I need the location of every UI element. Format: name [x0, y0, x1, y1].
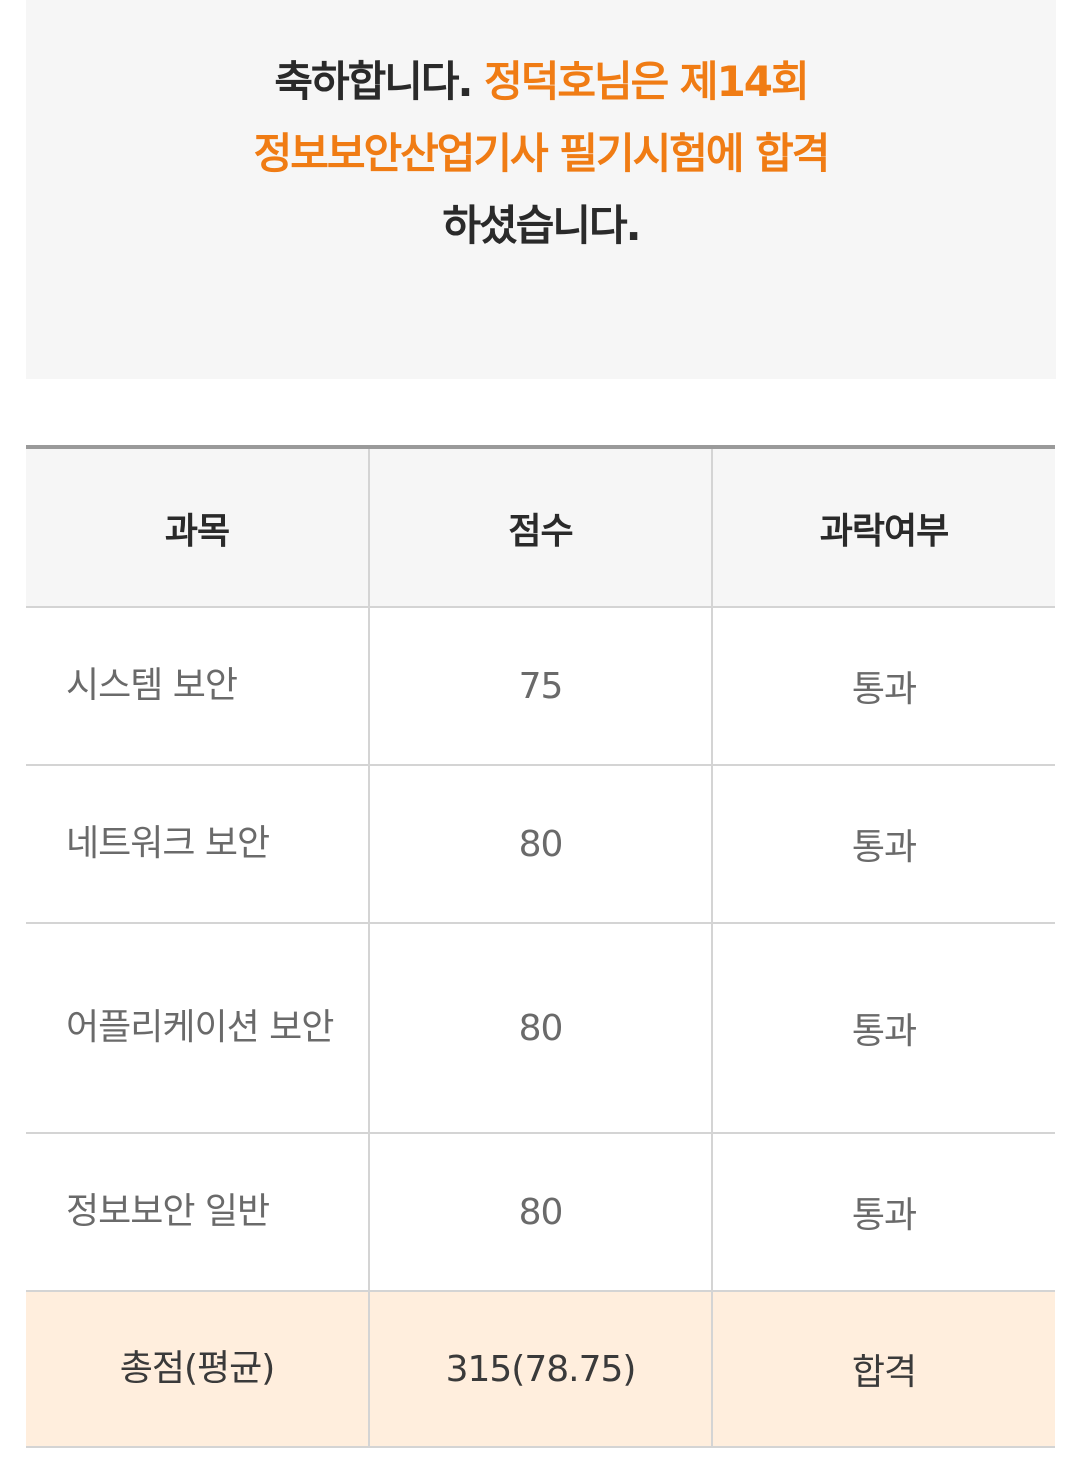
status-cell: 통과 [711, 1132, 1055, 1292]
status-cell: 통과 [711, 922, 1055, 1134]
congratulations-banner: 축하합니다. 정덕호님은 제14회 정보보안산업기사 필기시험에 합격 하셨습니… [26, 0, 1056, 379]
subject-cell: 시스템 보안 [26, 606, 370, 766]
subject-cell: 네트워크 보안 [26, 764, 370, 924]
table-row: 네트워크 보안 80 통과 [26, 764, 1055, 924]
banner-line-3: 하셨습니다. [442, 201, 641, 250]
banner-congrats-text: 축하합니다. [274, 57, 473, 106]
score-cell: 75 [368, 606, 713, 766]
total-score-cell: 315(78.75) [368, 1290, 713, 1448]
score-cell: 80 [368, 1132, 713, 1292]
total-result-cell: 합격 [711, 1290, 1055, 1448]
status-cell: 통과 [711, 764, 1055, 924]
score-cell: 80 [368, 922, 713, 1134]
subject-cell: 어플리케이션 보안 [26, 922, 370, 1134]
header-subject: 과목 [26, 447, 370, 608]
subject-cell: 정보보안 일반 [26, 1132, 370, 1292]
score-table: 과목 점수 과락여부 시스템 보안 75 통과 네트워크 보안 80 통과 어플… [26, 445, 1055, 1448]
status-cell: 통과 [711, 606, 1055, 766]
banner-line-2: 정보보안산업기사 필기시험에 합격 [253, 129, 831, 178]
score-cell: 80 [368, 764, 713, 924]
header-score: 점수 [368, 447, 713, 608]
total-label-cell: 총점(평균) [26, 1290, 370, 1448]
banner-line-1: 축하합니다. 정덕호님은 제14회 [26, 46, 1056, 118]
table-row: 정보보안 일반 80 통과 [26, 1132, 1055, 1292]
table-row: 시스템 보안 75 통과 [26, 606, 1055, 766]
banner-candidate-text: 정덕호님은 제14회 [484, 57, 810, 106]
header-fail-status: 과락여부 [711, 447, 1055, 608]
table-row: 어플리케이션 보안 80 통과 [26, 922, 1055, 1134]
total-row: 총점(평균) 315(78.75) 합격 [26, 1290, 1055, 1448]
table-header-row: 과목 점수 과락여부 [26, 447, 1055, 608]
